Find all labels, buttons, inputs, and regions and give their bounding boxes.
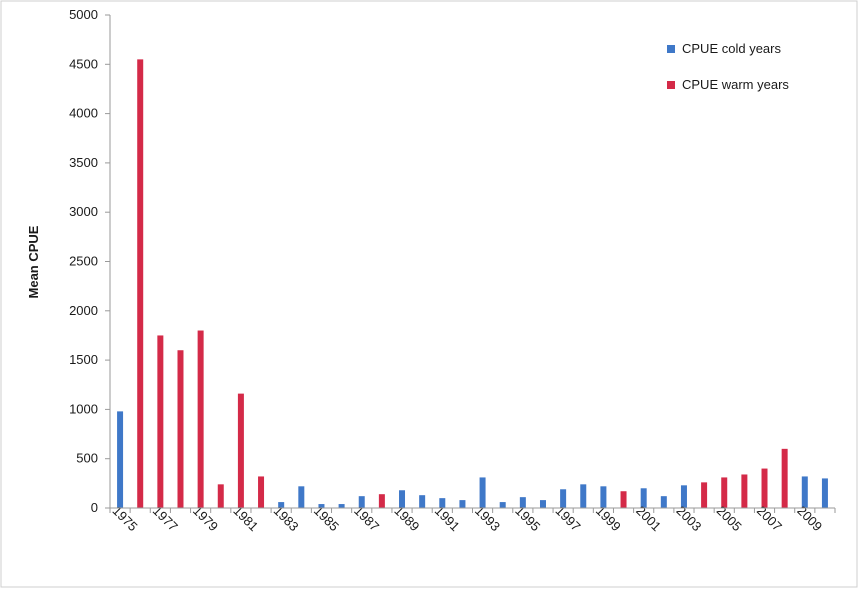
bar-warm xyxy=(217,484,224,508)
bar-cold xyxy=(358,496,365,508)
y-tick-label: 500 xyxy=(76,451,98,466)
bar-cold xyxy=(419,495,426,508)
bar-warm xyxy=(258,476,265,508)
bar-cold xyxy=(801,476,808,508)
bar-warm xyxy=(157,335,164,508)
bar-cold xyxy=(519,497,526,508)
bar-cold xyxy=(278,502,285,508)
bar-cold xyxy=(660,496,667,508)
bar-cold xyxy=(117,411,124,508)
legend-swatch xyxy=(667,45,675,53)
y-tick-label: 1500 xyxy=(69,352,98,367)
bar-warm xyxy=(197,330,204,508)
y-tick-label: 2500 xyxy=(69,254,98,269)
bar-warm xyxy=(741,474,748,508)
bar-warm xyxy=(781,448,788,508)
bar-warm xyxy=(721,477,728,508)
y-tick-label: 4000 xyxy=(69,106,98,121)
y-tick-label: 3000 xyxy=(69,204,98,219)
y-tick-label: 5000 xyxy=(69,7,98,22)
legend-label: CPUE cold years xyxy=(682,41,781,56)
legend-swatch xyxy=(667,81,675,89)
bar-warm xyxy=(761,468,768,508)
bar-cold xyxy=(399,490,406,508)
bar-warm xyxy=(177,350,184,508)
bar-warm xyxy=(620,491,627,508)
bar-cold xyxy=(338,504,345,508)
bar-cold xyxy=(459,500,466,508)
y-tick-label: 0 xyxy=(91,500,98,515)
bar-cold xyxy=(640,488,647,508)
y-tick-label: 3500 xyxy=(69,155,98,170)
bar-cold xyxy=(499,502,506,508)
bar-warm xyxy=(701,482,708,508)
bar-cold xyxy=(539,500,546,508)
y-axis: 0 500 1000 1500 2000 2500 3000 3500 4000 4500 5000 xyxy=(69,7,110,515)
bar-cold xyxy=(580,484,587,508)
bar-cold xyxy=(439,498,446,508)
bar-cold xyxy=(821,478,828,508)
y-tick-label: 2000 xyxy=(69,303,98,318)
bar-cold xyxy=(298,486,305,508)
bar-warm xyxy=(137,59,144,509)
bar-cold xyxy=(318,504,325,508)
y-axis-label: Mean CPUE xyxy=(26,225,41,298)
legend-label: CPUE warm years xyxy=(682,77,789,92)
bars xyxy=(117,59,828,509)
bar-cold xyxy=(680,485,687,508)
legend: CPUE cold years CPUE warm years xyxy=(667,41,789,92)
y-tick-label: 1000 xyxy=(69,401,98,416)
bar-cold xyxy=(479,477,486,508)
y-tick-label: 4500 xyxy=(69,56,98,71)
bar-cold xyxy=(600,486,607,508)
bar-warm xyxy=(237,393,244,508)
bar-warm xyxy=(378,494,385,508)
bar-cold xyxy=(560,489,567,508)
